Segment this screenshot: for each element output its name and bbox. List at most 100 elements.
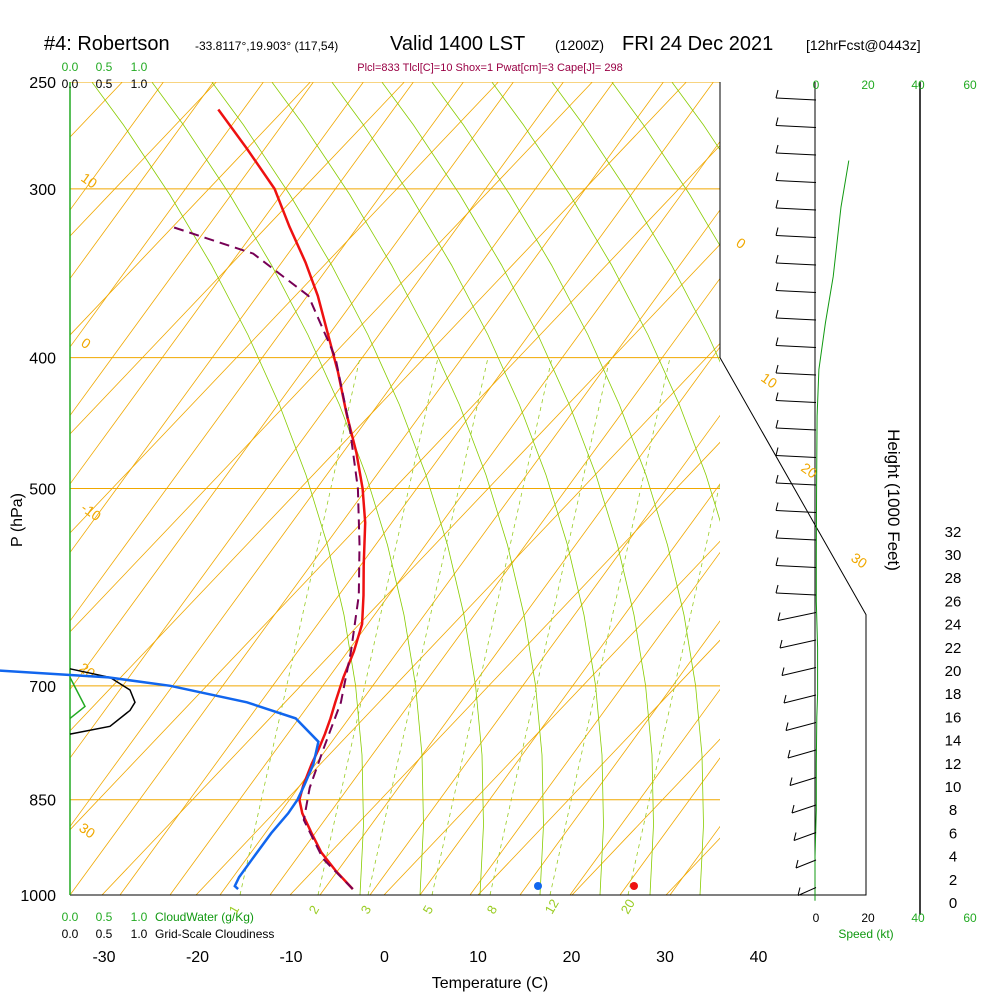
height-tick: 0 — [949, 895, 957, 912]
speed-tick-bottom: 60 — [963, 911, 977, 925]
plot-area — [0, 0, 1000, 895]
pressure-tick: 300 — [29, 182, 56, 199]
mixing-ratio-line — [489, 357, 611, 895]
cloudwater-profile — [69, 677, 86, 719]
height-tick: 16 — [945, 709, 962, 726]
isotherm-line — [477, 639, 720, 895]
mixing-ratio-label: 2 — [306, 903, 323, 917]
height-tick: 32 — [945, 524, 962, 541]
moist-adiabat-line — [551, 82, 720, 363]
series-dewpoint — [0, 669, 320, 891]
moist-adiabat-line — [211, 82, 484, 895]
wind-barb-flag — [775, 89, 779, 99]
height-tick: 28 — [945, 570, 962, 587]
mixing-ratio-line — [317, 357, 439, 895]
height-tick: 26 — [945, 593, 962, 610]
isotherm-line — [70, 82, 405, 435]
speed-tick-top: 60 — [963, 78, 977, 92]
wind-barb-flag — [775, 529, 779, 539]
height-tick: 8 — [949, 802, 957, 819]
mixing-ratio-line — [431, 357, 553, 895]
chart-title-date: FRI 24 Dec 2021 — [622, 33, 773, 55]
moist-adiabat-line — [381, 82, 654, 895]
isotherm-line — [383, 540, 720, 895]
temperature-tick: 40 — [750, 949, 768, 966]
height-tick: 24 — [945, 617, 962, 634]
wind-barb-flag — [775, 309, 779, 319]
wind-barb-flag — [787, 749, 791, 759]
moist-adiabat-line — [611, 82, 720, 247]
wind-barb-flag — [775, 392, 779, 401]
wind-barb — [775, 290, 817, 293]
isotherm-line — [0, 82, 28, 895]
mixing-ratio-label: 12 — [542, 896, 562, 916]
wind-barb-flag — [775, 172, 779, 181]
wind-barb — [775, 537, 817, 541]
height-tick: 22 — [945, 640, 962, 657]
wind-barb — [781, 667, 817, 676]
speed-tick-top: 20 — [861, 78, 875, 92]
temperature-tick: -10 — [279, 949, 302, 966]
dry-adiabat-line — [970, 0, 1000, 895]
wind-barb — [775, 125, 817, 128]
dry-adiabat-line — [219, 209, 720, 895]
series-parcel — [171, 225, 361, 890]
chart-title-forecast: [12hrFcst@0443z] — [806, 37, 921, 53]
wind-barb — [791, 804, 817, 814]
pressure-tick: 400 — [29, 351, 56, 368]
dry-adiabat-line — [469, 551, 720, 895]
wind-barb — [789, 777, 817, 786]
height-tick: 2 — [949, 872, 957, 889]
pressure-tick: 500 — [29, 482, 56, 499]
wind-barb-flag — [775, 282, 779, 291]
cloudwater-scale-top: 1.0 — [131, 60, 148, 74]
wind-barb — [775, 510, 817, 513]
mixing-ratio-line — [367, 357, 489, 895]
wind-barb — [793, 832, 817, 841]
parcel-info: Plcl=833 Tlcl[C]=10 Shox=1 Pwat[cm]=3 Ca… — [357, 62, 622, 74]
wind-barb — [795, 859, 817, 869]
series-layer — [0, 89, 850, 901]
dry-adiabat-line — [619, 757, 720, 895]
cloudwater-scale-bottom: 0.5 — [96, 910, 113, 924]
wind-barb — [775, 427, 817, 431]
adiabat-label: 0 — [733, 234, 749, 252]
wind-barb — [775, 97, 817, 101]
cloudiness-label: Grid-Scale Cloudiness — [155, 927, 274, 941]
dry-adiabat-line — [70, 82, 614, 828]
dry-adiabat-line — [419, 483, 720, 895]
moist-adiabat-line — [431, 82, 704, 895]
mixing-ratio-line — [549, 357, 671, 895]
wind-barb — [777, 612, 817, 621]
wind-barb-flag — [775, 447, 779, 456]
dry-adiabat-line — [70, 82, 214, 280]
cloudwater-scale-top: 0.0 — [62, 60, 79, 74]
wind-barb-flag — [775, 502, 779, 511]
x-axis-label: Temperature (C) — [432, 975, 548, 992]
mixing-ratio-line — [627, 481, 720, 895]
moist-adiabat-line — [331, 82, 604, 895]
wind-barb-flag — [775, 254, 779, 264]
isotherm-line — [571, 738, 720, 895]
cloudwater-label: CloudWater (g/Kg) — [155, 910, 254, 924]
dry-adiabat-line — [269, 277, 720, 895]
chart-title-zulu: (1200Z) — [555, 37, 604, 53]
wind-barb-flag — [775, 227, 779, 236]
mixing-ratio-label: 3 — [358, 903, 375, 917]
dry-adiabat-line — [70, 82, 364, 485]
temperature-tick: 0 — [380, 949, 389, 966]
speed-tick-bottom: 40 — [911, 911, 925, 925]
wind-barb — [775, 207, 817, 211]
wind-barb-flag — [779, 639, 783, 649]
temperature-tick: -30 — [92, 949, 115, 966]
dry-adiabat-line — [519, 620, 720, 895]
wind-barb — [779, 639, 817, 649]
wind-barb-flag — [775, 474, 779, 484]
speed-tick-bottom: 0 — [813, 911, 820, 925]
wind-barb — [775, 152, 817, 156]
pressure-tick: 250 — [29, 75, 56, 92]
speed-axis-label: Speed (kt) — [838, 927, 893, 941]
temperature-tick: 20 — [563, 949, 581, 966]
cloudwater-scale-top: 0.5 — [96, 60, 113, 74]
